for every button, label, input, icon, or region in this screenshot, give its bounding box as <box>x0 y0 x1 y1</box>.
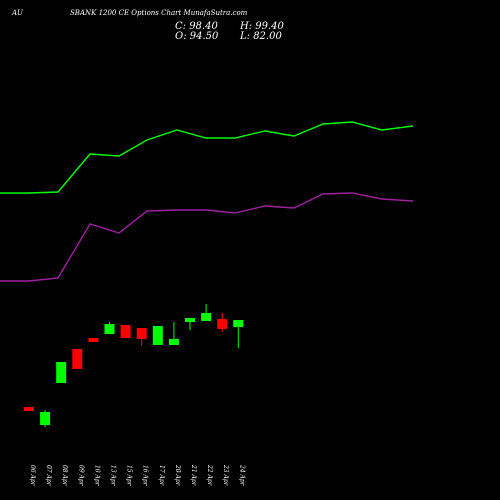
candle-body <box>88 338 99 342</box>
x-tick-label: 07 Apr <box>45 465 52 487</box>
x-tick-label: 20 Apr <box>174 464 181 487</box>
lower-band-line <box>0 192 414 282</box>
candle-22-apr <box>201 304 212 321</box>
x-tick-label: 15 Apr <box>126 465 133 487</box>
candle-10-apr <box>88 338 99 342</box>
candle-23-apr <box>217 313 228 332</box>
candle-15-apr <box>120 325 131 338</box>
low-value: L: 82.00 <box>240 31 282 42</box>
x-tick-label: 08 Apr <box>61 465 68 487</box>
candle-17-apr <box>152 326 163 345</box>
candle-21-apr <box>185 318 195 330</box>
x-tick-label: 16 Apr <box>142 465 149 487</box>
bands-layer <box>0 121 414 282</box>
chart-symbol: AU <box>12 9 23 17</box>
candle-body <box>56 362 67 383</box>
open-value: O: 94.50 <box>175 31 219 42</box>
candle-body <box>24 407 34 411</box>
chart-title: SBANK 1200 CE Options Chart MunafaSutra.… <box>70 9 248 17</box>
candle-24-apr <box>233 320 244 348</box>
candle-body <box>168 339 179 345</box>
candle-08-apr <box>56 362 67 383</box>
candle-body <box>201 313 212 321</box>
close-value: C: 98.40 <box>175 21 218 32</box>
x-tick-label: 24 Apr <box>238 464 245 487</box>
candle-09-apr <box>72 349 83 369</box>
candle-body <box>185 318 195 322</box>
candle-body <box>217 319 228 329</box>
candle-body <box>104 324 115 334</box>
candle-body <box>136 328 147 339</box>
x-tick-label: 21 Apr <box>190 464 197 487</box>
x-tick-label: 23 Apr <box>222 464 229 487</box>
x-axis-labels: 06 Apr 07 Apr 08 Apr 09 Apr 10 Apr 13 Apr 15 A… <box>29 464 245 487</box>
candles-layer <box>24 304 244 427</box>
x-tick-label: 22 Apr <box>206 464 213 487</box>
candle-07-apr <box>40 410 51 427</box>
candle-13-apr <box>104 322 115 334</box>
high-value: H: 99.40 <box>240 21 284 32</box>
candle-body <box>40 412 51 425</box>
candle-body <box>120 325 131 338</box>
candle-16-apr <box>136 328 147 346</box>
x-tick-label: 09 Apr <box>77 465 84 487</box>
upper-band-line <box>0 121 414 194</box>
candle-06-apr <box>24 407 34 411</box>
candle-body <box>152 326 163 345</box>
x-tick-label: 13 Apr <box>110 465 117 487</box>
candle-body <box>233 320 244 327</box>
x-tick-label: 06 Apr <box>29 465 36 487</box>
x-tick-label: 10 Apr <box>93 465 100 487</box>
candle-body <box>72 349 83 369</box>
x-tick-label: 17 Apr <box>158 465 165 487</box>
candle-20-apr <box>168 322 179 345</box>
